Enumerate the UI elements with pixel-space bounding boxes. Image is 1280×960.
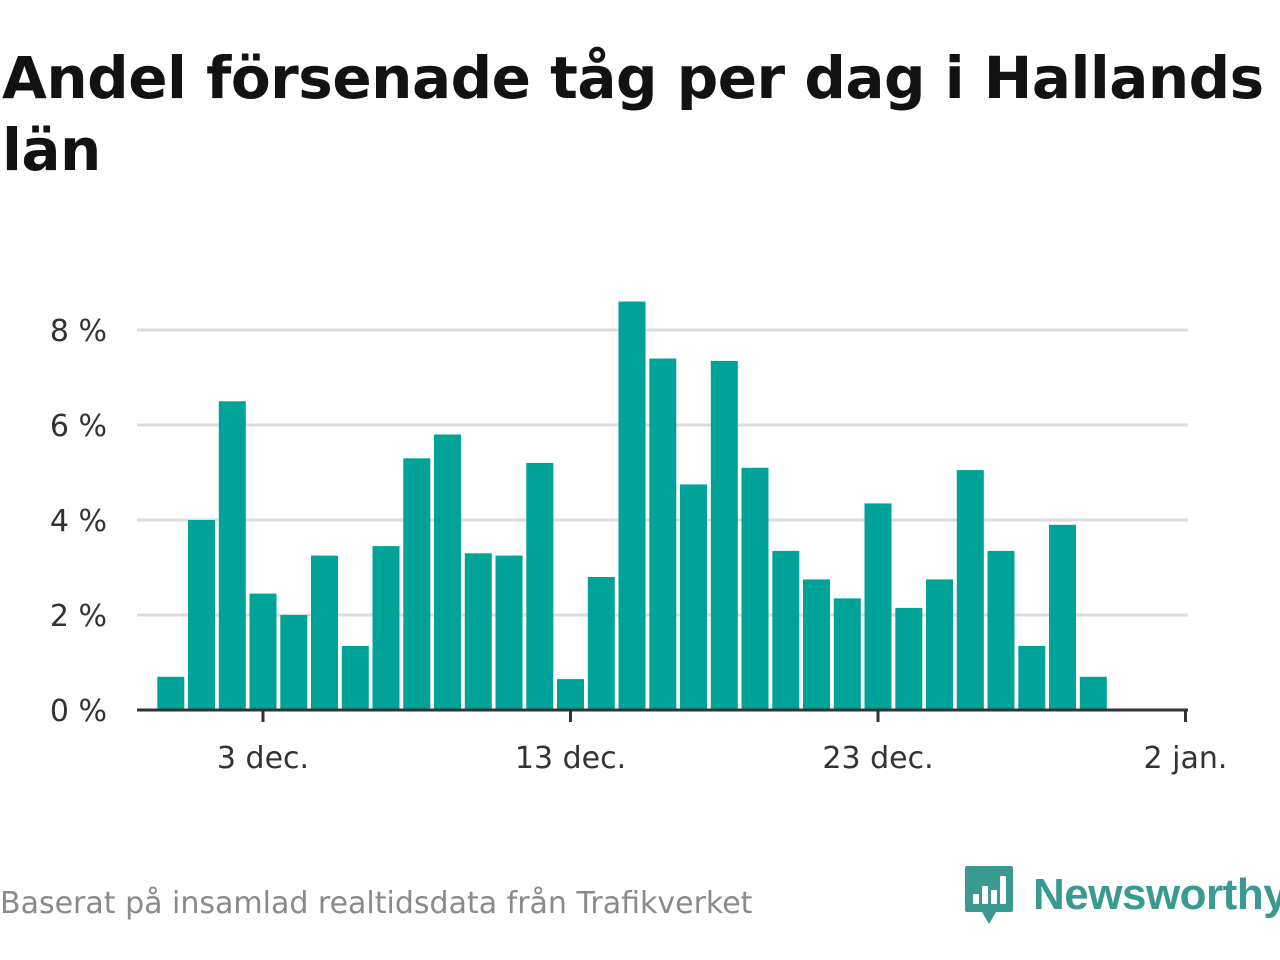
bar	[249, 593, 277, 710]
x-tick-label: 13 dec.	[515, 741, 626, 776]
x-tick-label: 23 dec.	[822, 741, 933, 776]
bar	[557, 679, 584, 710]
bar	[772, 550, 800, 710]
y-tick-label: 8 %	[50, 314, 107, 349]
bar	[434, 434, 461, 710]
brand-name: Newsworthy	[1033, 870, 1280, 919]
bar	[372, 546, 400, 710]
bar	[157, 676, 185, 711]
bar	[864, 503, 892, 710]
bar	[926, 579, 953, 710]
brand: Newsworthy	[963, 864, 1280, 926]
y-tick-label: 2 %	[50, 599, 107, 634]
bar	[526, 463, 554, 710]
bar	[1049, 524, 1076, 711]
newsworthy-logo-icon	[965, 866, 1013, 924]
y-axis: 0 % 2 % 4 % 6 % 8 %	[50, 314, 107, 729]
bar	[710, 360, 738, 710]
bar	[341, 645, 369, 710]
bar	[403, 458, 431, 711]
source-note: Baserat på insamlad realtidsdata från Tr…	[0, 886, 753, 921]
x-axis: 3 dec. 13 dec. 23 dec. 2 jan.	[137, 708, 1228, 776]
bar	[464, 553, 492, 711]
bar	[803, 579, 830, 710]
bar	[280, 615, 308, 710]
bar	[1018, 645, 1046, 710]
bar	[218, 401, 246, 711]
bar	[833, 598, 861, 710]
bar	[188, 520, 215, 710]
bar	[895, 607, 923, 710]
y-tick-label: 6 %	[50, 409, 107, 444]
bar	[649, 358, 677, 710]
bar	[987, 550, 1015, 710]
x-tick-label: 2 jan.	[1144, 741, 1228, 776]
bar	[311, 555, 338, 710]
bar	[956, 470, 984, 710]
bars	[157, 301, 1107, 711]
bar	[495, 555, 523, 710]
x-tick-label: 3 dec.	[217, 741, 309, 776]
bar	[1079, 676, 1107, 711]
y-tick-label: 4 %	[50, 504, 107, 539]
bar	[618, 301, 646, 710]
chart-title: Andel försenade tåg per dag i Hallands l…	[2, 44, 1264, 184]
bar	[680, 484, 707, 710]
bar	[741, 467, 769, 710]
y-tick-label: 0 %	[50, 694, 107, 729]
bar	[587, 577, 615, 710]
bar-chart: 0 % 2 % 4 % 6 % 8 % 3 dec. 13 dec. 23 dec. 2 ja…	[50, 301, 1228, 776]
